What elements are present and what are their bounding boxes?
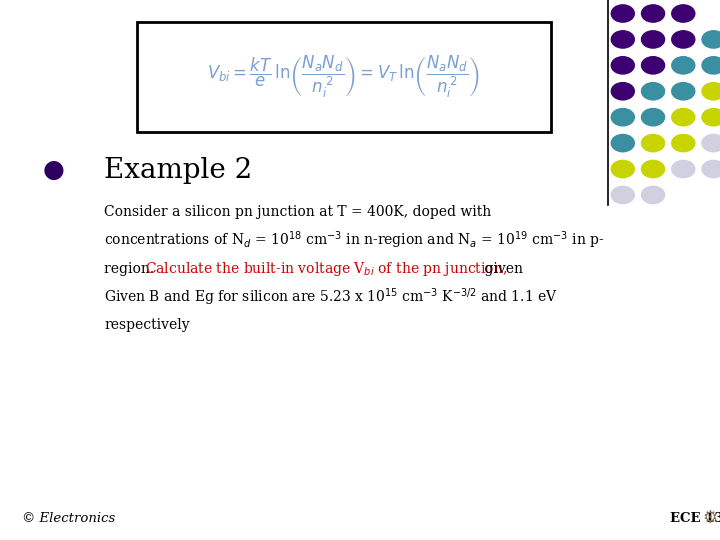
Text: Calculate the built-in voltage V$_{bi}$ of the pn junction,: Calculate the built-in voltage V$_{bi}$ … [145, 260, 508, 278]
Circle shape [702, 160, 720, 178]
Circle shape [702, 31, 720, 48]
Circle shape [642, 134, 665, 152]
Circle shape [672, 160, 695, 178]
Circle shape [642, 57, 665, 74]
Text: region.: region. [104, 262, 159, 276]
Circle shape [642, 83, 665, 100]
Text: ⚙: ⚙ [702, 509, 717, 528]
FancyBboxPatch shape [137, 22, 551, 132]
Circle shape [702, 134, 720, 152]
Circle shape [642, 109, 665, 126]
Text: $V_{bi} = \dfrac{kT}{e}\,\ln\!\left(\dfrac{N_a N_d}{n_i^{\,2}}\right) = V_T\,\ln: $V_{bi} = \dfrac{kT}{e}\,\ln\!\left(\dfr… [207, 54, 480, 100]
Circle shape [642, 31, 665, 48]
Circle shape [672, 5, 695, 22]
Circle shape [611, 57, 634, 74]
Text: concentrations of N$_d$ = 10$^{18}$ cm$^{-3}$ in n-region and N$_a$ = 10$^{19}$ : concentrations of N$_d$ = 10$^{18}$ cm$^… [104, 230, 605, 251]
Text: Consider a silicon pn junction at T = 400K, doped with: Consider a silicon pn junction at T = 40… [104, 205, 492, 219]
Circle shape [642, 5, 665, 22]
Text: Example 2: Example 2 [104, 157, 253, 184]
Circle shape [611, 31, 634, 48]
Circle shape [672, 57, 695, 74]
Circle shape [642, 160, 665, 178]
Circle shape [672, 109, 695, 126]
Circle shape [672, 134, 695, 152]
Circle shape [611, 134, 634, 152]
Circle shape [672, 83, 695, 100]
Circle shape [702, 57, 720, 74]
Circle shape [611, 160, 634, 178]
Circle shape [611, 186, 634, 204]
Circle shape [611, 109, 634, 126]
Text: Given B and Eg for silicon are 5.23 x 10$^{15}$ cm$^{-3}$ K$^{-3/2}$ and 1.1 eV: Given B and Eg for silicon are 5.23 x 10… [104, 286, 558, 308]
Text: © Electronics: © Electronics [22, 512, 115, 525]
Circle shape [702, 83, 720, 100]
Text: ●: ● [43, 158, 65, 182]
Circle shape [611, 5, 634, 22]
Circle shape [672, 31, 695, 48]
Circle shape [611, 83, 634, 100]
Text: ECE 1312: ECE 1312 [670, 512, 720, 525]
Circle shape [642, 186, 665, 204]
Text: given: given [480, 262, 523, 276]
Circle shape [702, 109, 720, 126]
Text: respectively: respectively [104, 318, 190, 332]
